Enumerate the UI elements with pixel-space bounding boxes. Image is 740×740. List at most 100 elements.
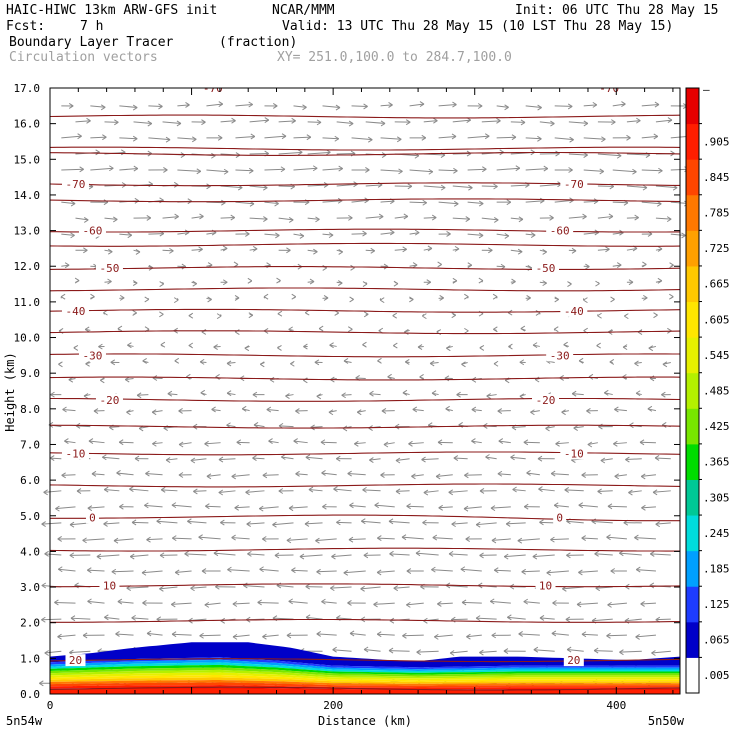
vector-arrow — [369, 457, 381, 464]
contour-line — [50, 547, 680, 552]
vector-arrow — [566, 552, 584, 559]
vector-arrow — [498, 438, 511, 444]
vector-arrow — [234, 504, 250, 511]
vector-arrow — [235, 133, 256, 140]
vector-arrow — [178, 472, 192, 478]
vector-arrow — [369, 390, 381, 397]
colorbar-swatch — [686, 586, 699, 623]
vector-arrow — [241, 405, 250, 412]
vector-arrow — [406, 503, 424, 510]
vector-arrow — [354, 440, 366, 447]
vector-arrow — [416, 649, 439, 656]
vector-arrow — [61, 472, 76, 479]
vector-arrow — [492, 293, 498, 300]
vector-arrow — [232, 601, 250, 607]
y-tick-label: 4.0 — [20, 545, 40, 558]
vector-arrow — [152, 440, 163, 447]
vector-arrow — [117, 325, 123, 332]
vector-arrow — [322, 294, 329, 301]
vector-arrow — [597, 246, 610, 253]
vector-arrow — [349, 296, 354, 303]
contour-line — [50, 686, 680, 691]
vector-arrow — [437, 261, 442, 268]
vector-arrow — [490, 505, 511, 512]
vector-arrow — [177, 101, 190, 108]
vector-arrow — [612, 134, 631, 141]
vector-arrow — [381, 408, 395, 414]
vector-arrow — [129, 486, 149, 492]
vector-arrow — [111, 568, 134, 575]
vector-arrow — [49, 455, 62, 461]
vector-arrow — [102, 454, 120, 461]
vector-arrow — [262, 633, 279, 640]
vector-arrow — [159, 311, 164, 318]
vector-arrow — [606, 534, 627, 541]
vector-arrow — [393, 585, 410, 592]
vector-arrow — [497, 408, 511, 415]
vector-arrow — [213, 344, 221, 350]
vector-arrow — [565, 616, 584, 623]
contour-label: -40 — [66, 305, 86, 318]
colorbar-label: .425 — [703, 420, 730, 433]
vector-arrow — [622, 344, 628, 351]
vector-arrow — [246, 521, 265, 528]
vector-arrow — [395, 457, 410, 464]
vector-arrow — [446, 345, 453, 352]
vector-arrow — [61, 232, 75, 239]
vector-arrow — [206, 199, 226, 206]
contour-label: -70 — [66, 178, 86, 191]
axes: 0.0 1.0 2.0 3.0 4.0 5.0 6.0 7.0 8.0 9.0 10.0 11.0 12… — [3, 82, 685, 728]
vector-arrow — [336, 214, 353, 221]
vector-arrow — [226, 360, 236, 367]
vector-arrow — [315, 537, 337, 544]
vector-arrow — [316, 568, 337, 575]
vector-arrow — [554, 103, 573, 110]
vector-arrow — [148, 103, 163, 110]
vector-arrow — [550, 536, 569, 543]
vector-arrow — [612, 229, 624, 236]
vector-arrow — [295, 408, 308, 414]
vector-arrow — [652, 489, 671, 496]
vector-arrow — [220, 617, 236, 624]
y-tick-label: 5.0 — [20, 510, 40, 523]
vector-arrow — [303, 343, 308, 350]
vector-arrow — [578, 357, 584, 364]
vector-arrow — [460, 566, 482, 573]
vector-arrow — [276, 277, 281, 284]
contour-line — [50, 114, 680, 119]
vector-arrow — [322, 232, 334, 239]
vector-arrow — [133, 120, 153, 127]
vector-arrow — [320, 439, 337, 446]
vector-arrow — [90, 165, 114, 172]
vector-arrow — [307, 248, 318, 255]
vector-arrow — [550, 470, 569, 477]
vector-arrow — [191, 213, 204, 220]
vector-arrow — [190, 457, 207, 464]
vector-arrow — [578, 502, 598, 509]
vector-arrow — [461, 599, 482, 606]
vector-arrow — [434, 633, 453, 640]
vector-arrow — [295, 470, 308, 477]
vector-arrow — [249, 216, 268, 223]
contour-line — [50, 376, 680, 381]
vector-arrow — [510, 278, 516, 285]
vector-arrow — [177, 229, 190, 236]
vector-arrow — [613, 440, 627, 447]
vector-arrow — [88, 438, 105, 444]
vector-arrow — [288, 505, 308, 512]
vector-arrow — [332, 646, 352, 653]
vector-arrow — [475, 615, 497, 622]
vector-arrow — [144, 502, 163, 509]
vector-arrow — [351, 103, 368, 110]
vector-arrow — [409, 134, 427, 141]
contour-line — [50, 424, 680, 429]
vector-arrow — [90, 134, 107, 141]
vector-arrow — [409, 262, 418, 268]
vector-arrow — [211, 406, 221, 413]
y-tick-label: 14.0 — [14, 189, 41, 202]
tracer-band-2 — [50, 657, 680, 670]
vector-arrow — [554, 136, 574, 143]
vector-arrow — [60, 293, 66, 300]
vector-arrow — [582, 297, 588, 304]
colorbar-label: .665 — [703, 278, 730, 291]
